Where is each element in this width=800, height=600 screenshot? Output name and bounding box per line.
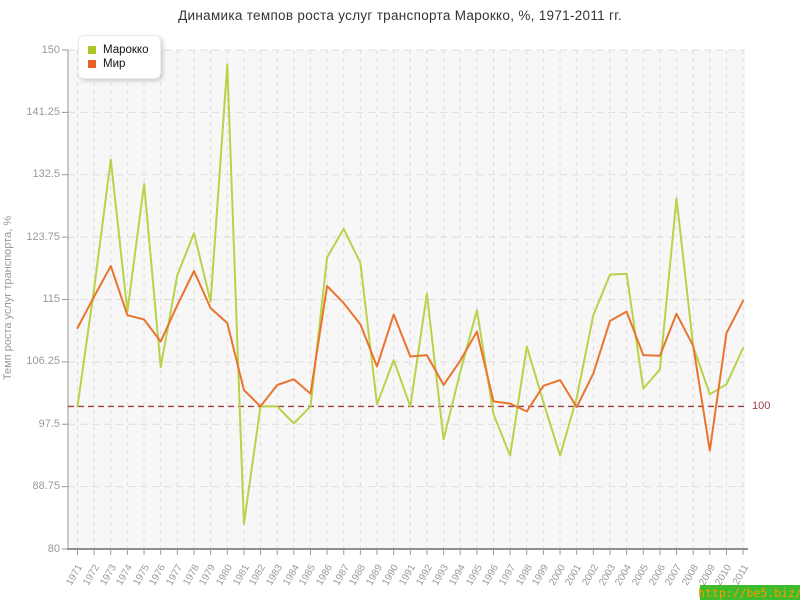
- y-tick-label: 141.25: [26, 105, 60, 118]
- reference-line-label: 100: [752, 400, 771, 413]
- y-tick-label: 97.5: [38, 417, 60, 430]
- legend-box: Марокко Мир: [78, 35, 162, 79]
- y-tick-label: 80: [47, 542, 60, 555]
- legend-item-morocco: Марокко: [88, 44, 148, 56]
- legend-label-world: Мир: [103, 58, 126, 70]
- y-tick-label: 88.75: [32, 480, 60, 493]
- chart-title: Динамика темпов роста услуг транспорта М…: [178, 8, 622, 23]
- world-swatch-icon: [88, 60, 96, 68]
- watermark-badge[interactable]: http://be5.biz/: [698, 585, 800, 600]
- morocco-swatch-icon: [88, 46, 96, 54]
- legend-label-morocco: Марокко: [103, 44, 149, 56]
- y-tick-label: 123.75: [26, 230, 60, 243]
- watermark-link[interactable]: http://be5.biz/: [698, 585, 800, 600]
- legend-item-world: Мир: [88, 58, 148, 70]
- y-tick-label: 150: [41, 43, 60, 56]
- y-tick-label: 106.25: [26, 355, 60, 368]
- y-tick-label: 132.5: [32, 168, 60, 181]
- y-tick-label: 115: [42, 293, 60, 305]
- series-line-morocco: [76, 63, 745, 525]
- series-line-world: [76, 265, 745, 452]
